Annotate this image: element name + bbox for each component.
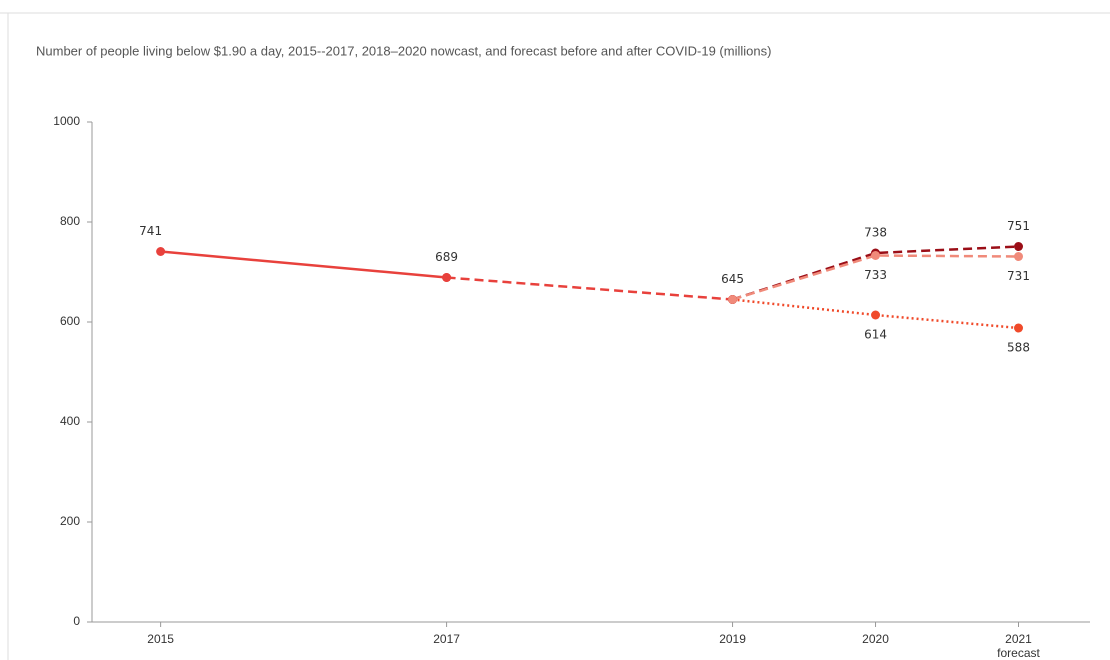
y-tick-label: 400 — [60, 414, 80, 428]
series-line — [446, 276, 733, 301]
point — [1014, 242, 1024, 251]
point — [871, 251, 881, 260]
data-label: 751 — [1007, 219, 1030, 233]
y-tick-label: 1000 — [53, 114, 80, 128]
point — [728, 295, 738, 304]
point — [1014, 252, 1024, 261]
y-tick-label: 0 — [73, 614, 80, 628]
data-label: 741 — [139, 224, 162, 238]
forecast-label: forecast — [997, 646, 1040, 660]
x-tick-label: 2020 — [862, 632, 889, 646]
x-tick-label: 2015 — [147, 632, 174, 646]
series-line — [732, 254, 1019, 301]
y-tick-label: 600 — [60, 314, 80, 328]
data-label: 645 — [721, 272, 744, 286]
series-line — [160, 250, 447, 279]
point — [871, 310, 881, 320]
chart-title: Number of people living below $1.90 a da… — [36, 43, 771, 58]
data-label: 733 — [864, 268, 887, 282]
data-label: 689 — [435, 250, 458, 264]
data-label: 738 — [864, 226, 887, 240]
y-tick-label: 800 — [60, 214, 80, 228]
point — [1014, 323, 1024, 333]
y-tick-label: 200 — [60, 514, 80, 528]
data-label: 614 — [864, 328, 887, 342]
point — [442, 273, 452, 282]
data-label: 588 — [1007, 341, 1030, 355]
x-tick-label: 2021 — [1005, 632, 1032, 646]
x-tick-label: 2019 — [719, 632, 746, 646]
x-tick-label: 2017 — [433, 632, 460, 646]
point — [156, 247, 166, 256]
data-label: 731 — [1007, 269, 1030, 283]
